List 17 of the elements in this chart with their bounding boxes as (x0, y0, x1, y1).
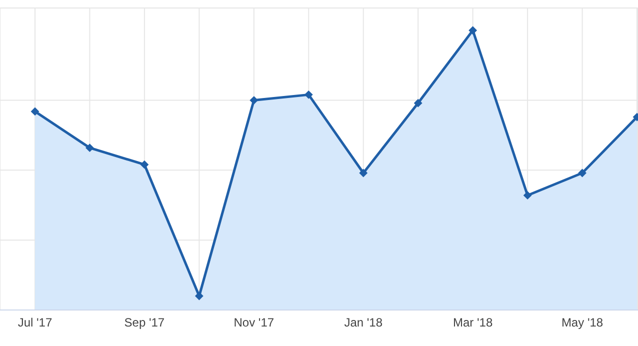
x-tick-label: May '18 (561, 316, 604, 330)
point (31, 107, 39, 116)
x-tick-label: Mar '18 (453, 316, 493, 330)
point (250, 96, 258, 104)
x-tick-label: Jul '17 (18, 316, 52, 330)
point (359, 168, 368, 177)
point (86, 144, 94, 152)
x-tick-label: Jan '18 (344, 316, 383, 330)
point (304, 90, 313, 99)
point (578, 168, 586, 177)
x-tick-label: Nov '17 (234, 316, 274, 330)
point (414, 99, 422, 108)
point (195, 292, 204, 300)
point (524, 191, 532, 200)
point (468, 26, 477, 34)
point (140, 160, 148, 169)
x-tick-label: Sep '17 (124, 316, 165, 330)
